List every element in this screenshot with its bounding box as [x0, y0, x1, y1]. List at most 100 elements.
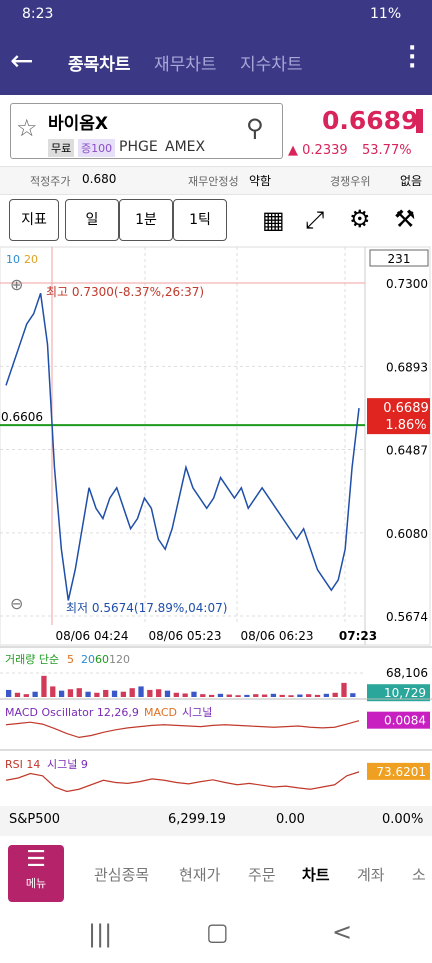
star-icon[interactable]: ☆: [16, 114, 38, 142]
volume-bar: [261, 694, 268, 697]
last-price: 0.6689: [383, 401, 429, 416]
home-button[interactable]: ▢: [206, 918, 229, 946]
count-box: [369, 249, 429, 267]
low-label: 최저 0.5674(17.89%,04:07): [66, 601, 227, 615]
nav-item[interactable]: 관심종목: [94, 866, 150, 884]
price: 0.6689: [322, 106, 419, 135]
nav-item[interactable]: 계좌: [357, 866, 385, 884]
tab[interactable]: 재무차트: [154, 55, 217, 75]
last-pct: 1.86%: [385, 418, 426, 433]
volume-bar: [314, 694, 321, 697]
info-label: 재무안정성: [188, 175, 239, 188]
last-tag: [367, 398, 430, 435]
index-change: 0.00: [276, 812, 305, 827]
change: ▲ 0.2339: [288, 143, 348, 158]
chart: 0.7300 0.6893 0.6487 0.6080 0.5674 231 10 20 0.6…: [0, 246, 432, 793]
nav-item[interactable]: 현재가: [179, 866, 221, 884]
info-label: 적정주가: [30, 175, 71, 188]
volume-last: 10,729: [384, 686, 426, 700]
zoom-in: ⊕: [10, 275, 23, 294]
volume-bar: [76, 688, 82, 697]
system-nav: ||| ▢ <: [0, 912, 432, 963]
volume-bar: [50, 686, 56, 697]
stock-name: 바이옴X: [48, 114, 109, 134]
volume-bar: [270, 693, 277, 697]
x-tick-label: 08/06 05:23: [149, 629, 222, 643]
settings-icon[interactable]: ⚙: [349, 205, 371, 233]
toolbar-button[interactable]: 1틱: [173, 199, 227, 241]
x-tick-label: 08/06 06:23: [241, 629, 314, 643]
volume-title: 20: [81, 653, 95, 666]
tools-icon[interactable]: ⚒: [394, 205, 416, 233]
header: [0, 0, 432, 95]
back-button[interactable]: ←: [10, 44, 34, 77]
recent-button[interactable]: |||: [88, 920, 113, 948]
volume-bar: [297, 694, 303, 697]
y-tick-label: 0.7300: [386, 277, 428, 291]
toolbar-button[interactable]: 지표: [9, 199, 59, 241]
volume-bar: [217, 693, 224, 697]
volume-bar: [14, 692, 21, 697]
nav-item[interactable]: 소: [412, 866, 426, 884]
badge: 무료: [48, 139, 75, 157]
volume-bar: [129, 688, 135, 697]
info-label: 경쟁우위: [330, 175, 371, 188]
layout-icon[interactable]: ▦: [262, 206, 285, 234]
volume-bar: [58, 690, 65, 697]
menu-label: 메뉴: [25, 877, 47, 890]
rsi-title: RSI 14: [5, 758, 40, 771]
volume-bar: [350, 693, 356, 697]
macd-title: 시그널: [182, 706, 212, 719]
change-value: 0.2339: [302, 143, 348, 158]
stock-box[interactable]: [10, 103, 283, 159]
back-nav-button[interactable]: <: [332, 918, 353, 946]
volume-title: 5: [67, 653, 74, 666]
volume-bar: [323, 693, 329, 697]
search-icon[interactable]: ⚲: [246, 114, 264, 142]
plot-border: [0, 246, 431, 646]
volume-bar: [41, 675, 47, 697]
y-tick-label: 0.6487: [386, 444, 428, 458]
nav-item[interactable]: 차트: [302, 866, 330, 884]
price-bar: [416, 109, 423, 133]
expand-icon[interactable]: ⤢: [305, 206, 325, 234]
volume-bar: [23, 694, 29, 697]
menu-button[interactable]: ☰ 메뉴: [8, 845, 64, 902]
rsi-tag: [367, 762, 430, 780]
volume-bar: [85, 691, 91, 697]
count-label: 231: [388, 252, 411, 266]
toolbar-button[interactable]: 1분: [119, 199, 173, 241]
x-tick-label: 08/06 04:24: [56, 629, 129, 643]
index-pct: 0.00%: [382, 812, 424, 827]
y-tick-label: 0.6080: [386, 527, 428, 541]
volume-bar: [103, 689, 109, 697]
ticker: PHGE: [119, 139, 158, 155]
volume-tick-label: 68,106: [386, 666, 428, 680]
tab[interactable]: 종목차트: [68, 55, 131, 75]
volume-bar: [147, 689, 153, 697]
volume-bar: [244, 694, 250, 697]
volume-bar: [32, 691, 38, 697]
high-label: 최고 0.7300(-8.37%,26:37): [46, 285, 204, 299]
volume-bar: [94, 692, 100, 697]
volume-bar: [235, 695, 241, 697]
volume-bar: [111, 690, 118, 697]
toolbar-button[interactable]: 일: [65, 199, 119, 241]
volume-bar: [341, 682, 347, 697]
rsi-title: 시그널 9: [47, 758, 88, 771]
y-tick-label: 0.5674: [386, 610, 428, 624]
tab[interactable]: 지수차트: [240, 55, 303, 75]
volume-bar: [208, 694, 215, 697]
macd-title: MACD Oscillator 12,26,9: [5, 706, 139, 719]
macd-last: 0.0084: [384, 714, 426, 728]
volume-title: 120: [109, 653, 130, 666]
nav-item[interactable]: 주문: [248, 866, 276, 884]
volume-bar: [332, 692, 338, 697]
exchange: AMEX: [165, 139, 206, 155]
volume-title: 60: [95, 653, 109, 666]
ma-label: 20: [24, 253, 38, 266]
change-pct: 53.77%: [362, 143, 412, 158]
more-button[interactable]: · · ·: [408, 36, 417, 79]
rsi-line: [5, 771, 360, 793]
